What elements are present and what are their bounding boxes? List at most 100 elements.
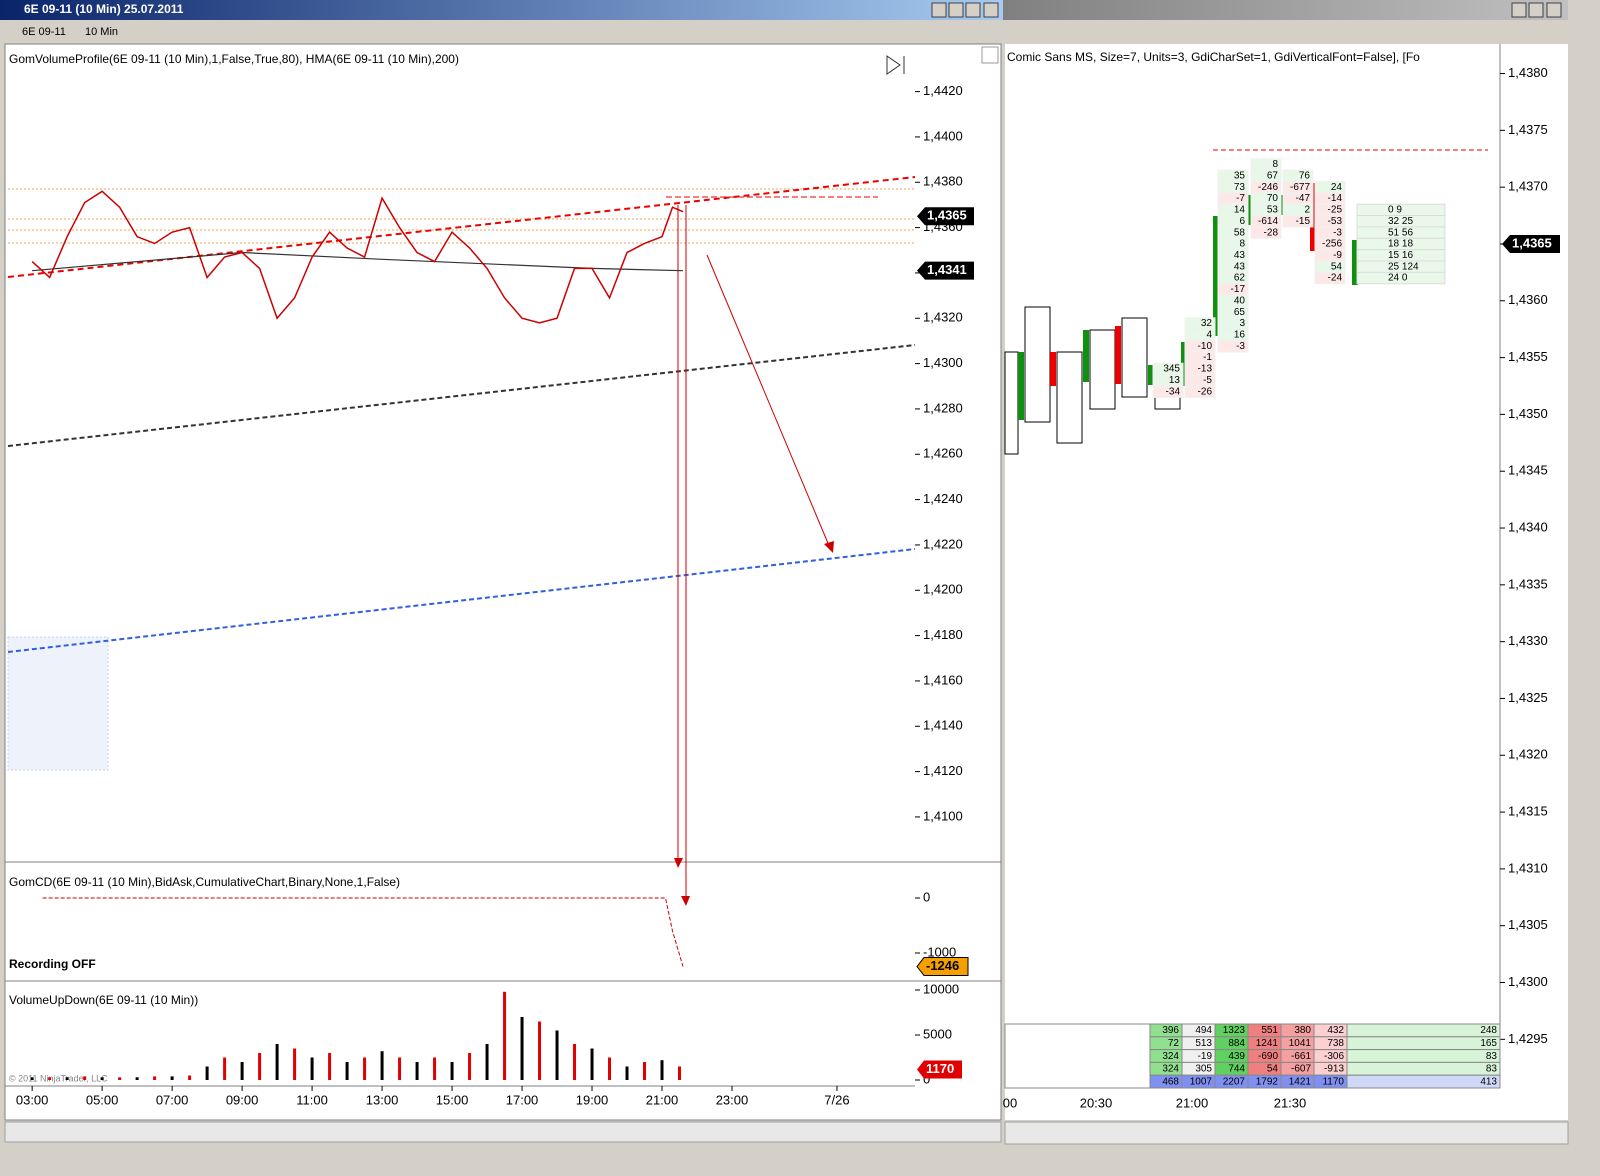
footprint-value: 8 (1239, 239, 1245, 250)
volume-bar (275, 1043, 279, 1080)
footprint-value: -256 (1322, 239, 1342, 250)
y-tick-label: 5000 (923, 1026, 952, 1041)
volume-bar (608, 1057, 612, 1080)
volume-bar (65, 1077, 69, 1080)
table-value: 380 (1294, 1025, 1311, 1036)
footprint-value: -246 (1258, 182, 1278, 193)
price-marker-label: 1,4365 (927, 208, 967, 223)
volume-bar (30, 1077, 34, 1080)
config-button[interactable] (981, 46, 999, 64)
table-value: 165 (1480, 1038, 1497, 1049)
table-value: 324 (1162, 1064, 1179, 1075)
value-marker-label: -1246 (926, 958, 959, 973)
footprint-value: 35 (1234, 170, 1246, 181)
y-tick-label: 1,4240 (923, 491, 963, 506)
table-value: 83 (1486, 1051, 1498, 1062)
footprint-value: 14 (1234, 205, 1246, 216)
table-value: 72 (1168, 1038, 1180, 1049)
volume-bar (310, 1057, 314, 1080)
y-tick-label: 1,4315 (1508, 804, 1548, 819)
x-tick-label: 21:30 (1274, 1095, 1307, 1110)
x-tick-label: 17:00 (506, 1092, 539, 1107)
volume-bar (293, 1048, 297, 1080)
x-tick-label: 03:00 (16, 1092, 49, 1107)
x-tick-label: 00 (1003, 1095, 1017, 1110)
volume-bar (433, 1057, 437, 1080)
trend-line (7, 176, 916, 278)
footprint-value: 6 (1239, 216, 1245, 227)
scrollbar[interactable] (1004, 1121, 1569, 1145)
arrow (706, 254, 831, 549)
toolbar (0, 20, 1003, 43)
y-tick-label: 1,4345 (1508, 463, 1548, 478)
y-tick-label: 1,4380 (923, 174, 963, 189)
y-tick-label: 1,4295 (1508, 1031, 1548, 1046)
y-tick-label: 0 (923, 889, 930, 904)
table-value: 744 (1228, 1064, 1245, 1075)
footprint-value: 58 (1234, 227, 1246, 238)
x-tick-label: 21:00 (646, 1092, 679, 1107)
footprint-cell (1250, 226, 1282, 239)
volume-bar (170, 1076, 174, 1080)
volume-bar (188, 1075, 192, 1080)
footprint-value: -53 (1328, 216, 1343, 227)
table-value: -19 (1198, 1051, 1213, 1062)
profile-levels (8, 188, 915, 244)
window-buttons[interactable] (1511, 2, 1562, 18)
footprint-value: -10 (1198, 341, 1213, 352)
table-frame (1004, 1023, 1501, 1089)
trend-line (7, 344, 916, 447)
price-marker (917, 207, 974, 226)
footprint-value: 4 (1206, 330, 1212, 341)
play-icon[interactable] (886, 55, 905, 75)
volume-bar (363, 1057, 367, 1080)
footprint-value: -677 (1290, 182, 1310, 193)
y-tick-label: 1,4330 (1508, 633, 1548, 648)
volume-bar (345, 1061, 349, 1080)
x-tick-label: 05:00 (86, 1092, 119, 1107)
y-tick-label: 1,4320 (1508, 747, 1548, 762)
x-tick-label: 7/26 (824, 1092, 849, 1107)
table-value: 248 (1480, 1025, 1497, 1036)
table-value: 305 (1195, 1064, 1212, 1075)
volume-bar (258, 1052, 262, 1080)
volume-bar (485, 1043, 489, 1080)
footprint-value: 24 (1331, 182, 1343, 193)
indicator-label: GomVolumeProfile(6E 09-11 (10 Min),1,Fal… (9, 52, 459, 66)
footprint-value: -15 (1296, 216, 1311, 227)
title-bar (0, 0, 1003, 20)
footprint-value: -9 (1333, 250, 1342, 261)
volume-bar (573, 1043, 577, 1080)
y-tick-label: 10000 (923, 981, 959, 996)
volume-bar (153, 1076, 157, 1080)
y-tick-label: 1,4200 (923, 582, 963, 597)
y-tick-label: 1,4335 (1508, 576, 1548, 591)
volume-bar (503, 991, 507, 1080)
footprint-cell (1314, 271, 1346, 285)
table-value: 1323 (1223, 1025, 1246, 1036)
interval-select[interactable]: 10 Min (85, 26, 118, 38)
footprint-value: 2 (1304, 205, 1310, 216)
scrollbar[interactable] (4, 1121, 1002, 1143)
footprint-value: -34 (1166, 386, 1181, 397)
title-bar (1003, 0, 1568, 20)
window-buttons[interactable] (931, 2, 999, 18)
y-tick-label: 1,4320 (923, 310, 963, 325)
table-value: 1170 (1322, 1076, 1344, 1087)
volume-bar (240, 1061, 244, 1080)
footprint-value: 70 (1267, 193, 1279, 204)
table-value: -661 (1291, 1051, 1311, 1062)
y-tick-label: 1,4220 (923, 536, 963, 551)
volume-bar (450, 1061, 454, 1080)
table-value: 439 (1228, 1051, 1245, 1062)
volume-bar (660, 1060, 664, 1080)
table-value: -913 (1324, 1064, 1344, 1075)
x-tick-label: 11:00 (296, 1092, 328, 1107)
hma-line (32, 251, 684, 272)
footprint-value: -614 (1258, 216, 1278, 227)
table-value: 551 (1261, 1025, 1278, 1036)
instrument-select[interactable]: 6E 09-11 (22, 26, 66, 38)
profile-value: 18 18 (1388, 239, 1413, 250)
table-value: 324 (1162, 1051, 1179, 1062)
y-tick-label: 1,4300 (1508, 974, 1548, 989)
